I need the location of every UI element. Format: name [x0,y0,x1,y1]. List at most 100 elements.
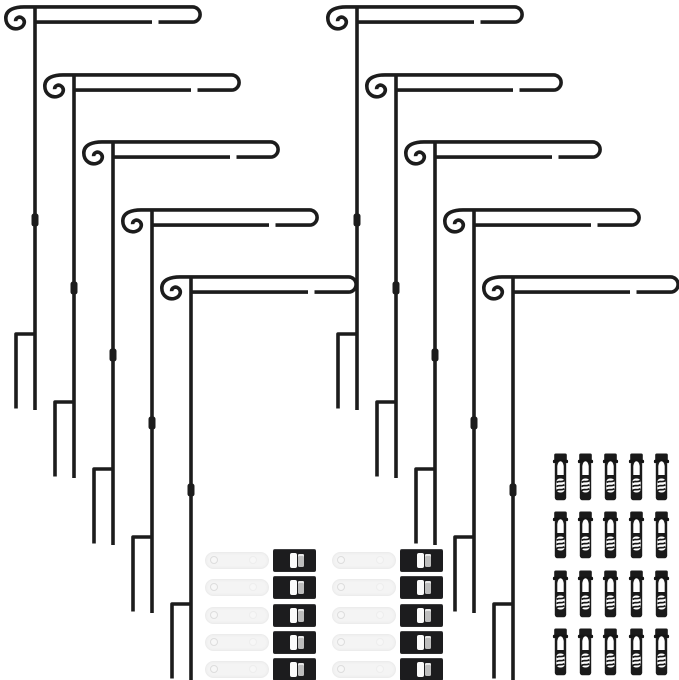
garden-flag-stand [325,5,524,410]
lock-spring-coil [631,479,641,492]
lock-spring-coil [606,538,616,550]
stopper-strip [205,552,269,569]
lock-spring-coil [606,655,616,667]
pole-joint [392,281,400,294]
rubber-stopper [205,576,317,600]
stand-fork [14,332,35,409]
lock-cord-hole [632,636,640,651]
stand-arm [481,275,679,301]
clip-buckle [298,608,304,622]
strip-hole [249,556,257,564]
stand-fork [375,399,396,476]
pole-joint [187,483,195,497]
lock-spring-coil [556,596,565,609]
cord-lock [603,453,619,501]
stopper-clip [273,603,316,627]
cord-lock [628,511,644,559]
strip-hole [376,665,384,673]
pole-joint [431,348,439,362]
stopper-clip [273,576,316,600]
strip-hole [376,610,384,619]
lock-cord-hole [582,461,589,475]
strip-hole [249,665,257,673]
lock-cord-hole [658,578,665,592]
clip-buckle [290,634,297,650]
clip-buckle [290,553,297,568]
rubber-stopper [332,549,444,572]
pole-joint [148,416,156,429]
cord-lock [578,453,594,501]
cord-lock [578,570,594,617]
stand-fork [131,534,152,611]
lock-spring-coil [606,479,616,492]
stopper-clip [400,576,443,600]
strip-hole [210,583,218,592]
cord-lock [653,453,669,501]
lock-spring-coil [581,479,591,492]
lock-cord-hole [658,519,665,534]
lock-spring-coil [656,655,666,667]
clip-buckle [298,635,304,649]
cord-lock [628,570,644,617]
clip-buckle [425,554,431,567]
lock-cord-hole [658,461,665,475]
stopper-strip [205,633,269,651]
lock-spring-coil [631,596,641,609]
rubber-stopper [205,658,317,680]
lock-cord-hole [582,578,589,592]
cord-lock [578,511,594,559]
clip-buckle [425,635,431,649]
cord-lock [653,511,669,559]
cord-lock [552,453,569,501]
rubber-stopper [332,658,444,680]
clip-buckle [298,554,304,567]
stand-fork [453,534,474,611]
cord-lock [552,628,569,676]
lock-spring-coil [656,538,666,550]
stopper-strip [205,661,269,678]
stand-arm [364,72,563,99]
pole-joint [470,416,478,429]
stand-arm [325,5,524,31]
strip-hole [249,583,257,592]
rubber-stopper [205,603,317,627]
lock-cord-hole [557,636,564,651]
lock-spring-coil [656,596,666,609]
lock-spring-coil [631,538,641,550]
garden-flag-stand [120,207,319,613]
cord-lock [603,570,619,617]
pole-joint [109,348,117,362]
stopper-clip [273,630,316,654]
stand-fork [170,602,191,679]
stand-arm [3,5,202,31]
lock-spring-coil [581,655,591,667]
stand-arm [120,207,319,234]
lock-cord-hole [582,519,589,534]
cord-lock [578,628,594,676]
strip-hole [337,556,345,564]
clip-buckle [425,581,431,595]
stopper-strip [205,579,269,597]
garden-flag-stand [81,140,280,545]
stand-fork [414,467,435,544]
rubber-stopper [332,630,444,654]
lock-spring-coil [581,596,591,609]
stopper-strip [332,633,396,651]
lock-cord-hole [557,461,564,475]
garden-flag-stand [364,72,563,478]
stopper-clip [273,658,316,680]
lock-spring-coil [631,655,641,667]
stopper-clip [400,549,443,572]
strip-hole [376,637,384,646]
strip-hole [337,610,345,619]
lock-cord-hole [607,461,615,475]
lock-cord-hole [632,461,640,475]
lock-spring-coil [556,479,565,492]
rubber-stopper [205,549,317,572]
strip-hole [249,637,257,646]
clip-buckle [290,580,297,596]
rubber-stopper [205,630,317,654]
cord-lock [628,628,644,676]
strip-hole [337,665,345,673]
lock-cord-hole [607,519,615,534]
